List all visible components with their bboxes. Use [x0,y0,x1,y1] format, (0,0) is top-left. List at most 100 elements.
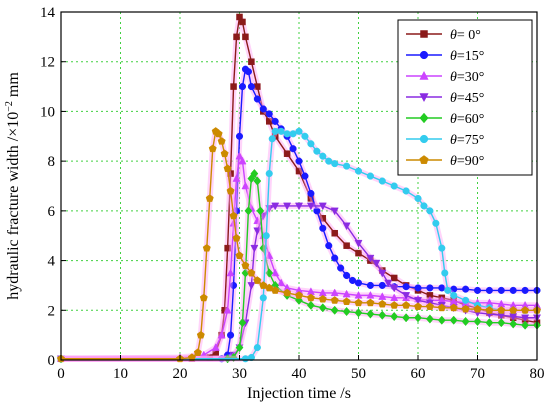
data-point-theta-75 [271,127,279,135]
data-point-theta-90 [187,353,196,361]
series-line-theta-60 [61,172,537,360]
data-point-theta-75 [241,355,249,363]
data-point-theta-15 [485,286,493,294]
y-axis-ticks: 0 2 4 6 8 10 12 14 [40,5,66,369]
data-point-theta-30 [211,343,220,351]
data-point-theta-75 [301,132,309,140]
legend-marker-theta-45 [419,93,429,103]
data-point-theta-30 [330,288,339,297]
y-tick-label: 0 [48,353,56,369]
data-point-theta-45 [283,202,292,211]
data-point-theta-15 [473,286,482,294]
data-point-theta-90 [193,348,202,356]
legend-item-theta-90: θ=90° [406,154,484,169]
data-point-theta-60 [378,310,387,320]
legend-label-theta-75: θ=75° [450,133,484,148]
legend-marker-theta-75 [419,134,429,144]
y-axis-title: hydraulic fracture width /×10−2 mm [4,72,22,300]
data-point-theta-30 [378,292,387,300]
legend-label-theta-90: θ=90° [450,154,484,169]
data-point-theta-90 [199,293,208,302]
data-point-theta-15 [521,286,529,294]
legend-marker-theta-0 [420,30,428,38]
data-point-theta-15 [414,284,422,292]
data-point-theta-0 [242,33,249,41]
x-tick-label: 0 [57,366,65,382]
data-point-theta-60 [497,318,506,328]
data-point-theta-75 [319,152,327,160]
legend-item-theta-75: θ=75° [406,133,484,148]
data-point-theta-90 [306,293,315,302]
legend-label-theta-0: θ= 0° [450,28,481,43]
x-tick-label: 30 [232,366,247,382]
data-point-theta-75 [354,167,363,175]
data-point-theta-90 [437,303,446,312]
data-point-theta-90 [378,299,387,308]
data-point-theta-90 [214,129,223,138]
data-point-theta-75 [331,160,339,168]
data-point-theta-90 [366,298,375,307]
legend-marker-theta-90 [419,155,429,164]
data-point-theta-75 [325,157,333,165]
data-point-theta-15 [325,242,333,250]
data-point-theta-75 [462,296,470,304]
data-point-theta-75 [343,162,351,170]
data-point-theta-30 [238,156,247,165]
data-point-theta-60 [342,306,351,317]
data-point-theta-60 [449,315,458,325]
data-point-theta-75 [247,353,255,362]
data-point-theta-90 [196,330,205,339]
data-point-theta-60 [318,303,327,313]
data-point-theta-45 [253,227,262,236]
data-point-theta-60 [509,319,518,329]
data-point-theta-90 [223,164,232,173]
data-point-theta-90 [509,306,518,314]
data-point-theta-75 [450,291,458,299]
data-point-theta-75 [441,269,449,277]
data-point-theta-45 [390,284,399,293]
data-point-theta-75 [366,172,374,180]
data-point-theta-60 [414,313,422,323]
data-point-theta-90 [247,268,256,277]
legend-label-theta-15: θ=15° [450,49,484,64]
data-point-theta-75 [378,177,386,185]
data-point-theta-45 [342,222,351,231]
data-point-theta-0 [248,58,255,65]
data-point-theta-45 [250,244,259,253]
y-tick-label: 4 [48,254,56,270]
series-layer [56,13,542,364]
data-point-theta-45 [384,279,393,288]
data-point-theta-45 [259,212,268,221]
legend-item-theta-30: θ=30° [406,70,484,85]
data-point-theta-75 [253,344,261,352]
data-point-theta-30 [226,268,235,277]
data-point-theta-30 [232,174,241,182]
x-tick-label: 70 [470,366,485,382]
legend-label-theta-60: θ=60° [450,112,484,127]
x-axis-title: Injection time /s [247,385,351,402]
series-theta-30 [56,151,542,363]
legend-box [397,19,533,176]
data-point-theta-15 [497,286,505,294]
x-axis-ticks: 0 10 20 30 40 50 60 70 80 [57,355,545,382]
data-point-theta-15 [238,83,247,91]
data-point-theta-30 [354,290,363,299]
data-point-theta-30 [223,305,232,314]
data-point-theta-90 [235,251,244,260]
data-point-theta-75 [268,135,276,143]
data-point-theta-90 [330,296,339,304]
data-point-theta-90 [226,186,235,195]
y-tick-label: 10 [40,104,55,120]
y-tick-label: 14 [40,5,56,21]
data-point-theta-15 [265,110,273,118]
data-point-theta-0 [230,83,237,90]
data-point-theta-0 [224,244,231,252]
data-point-theta-75 [402,187,410,195]
data-point-theta-45 [372,259,381,268]
data-point-theta-60 [250,168,259,179]
data-point-theta-15 [289,145,297,153]
y-tick-label: 6 [48,204,56,220]
data-point-theta-75 [283,130,291,138]
data-point-theta-15 [253,95,261,103]
data-point-theta-30 [265,251,274,259]
